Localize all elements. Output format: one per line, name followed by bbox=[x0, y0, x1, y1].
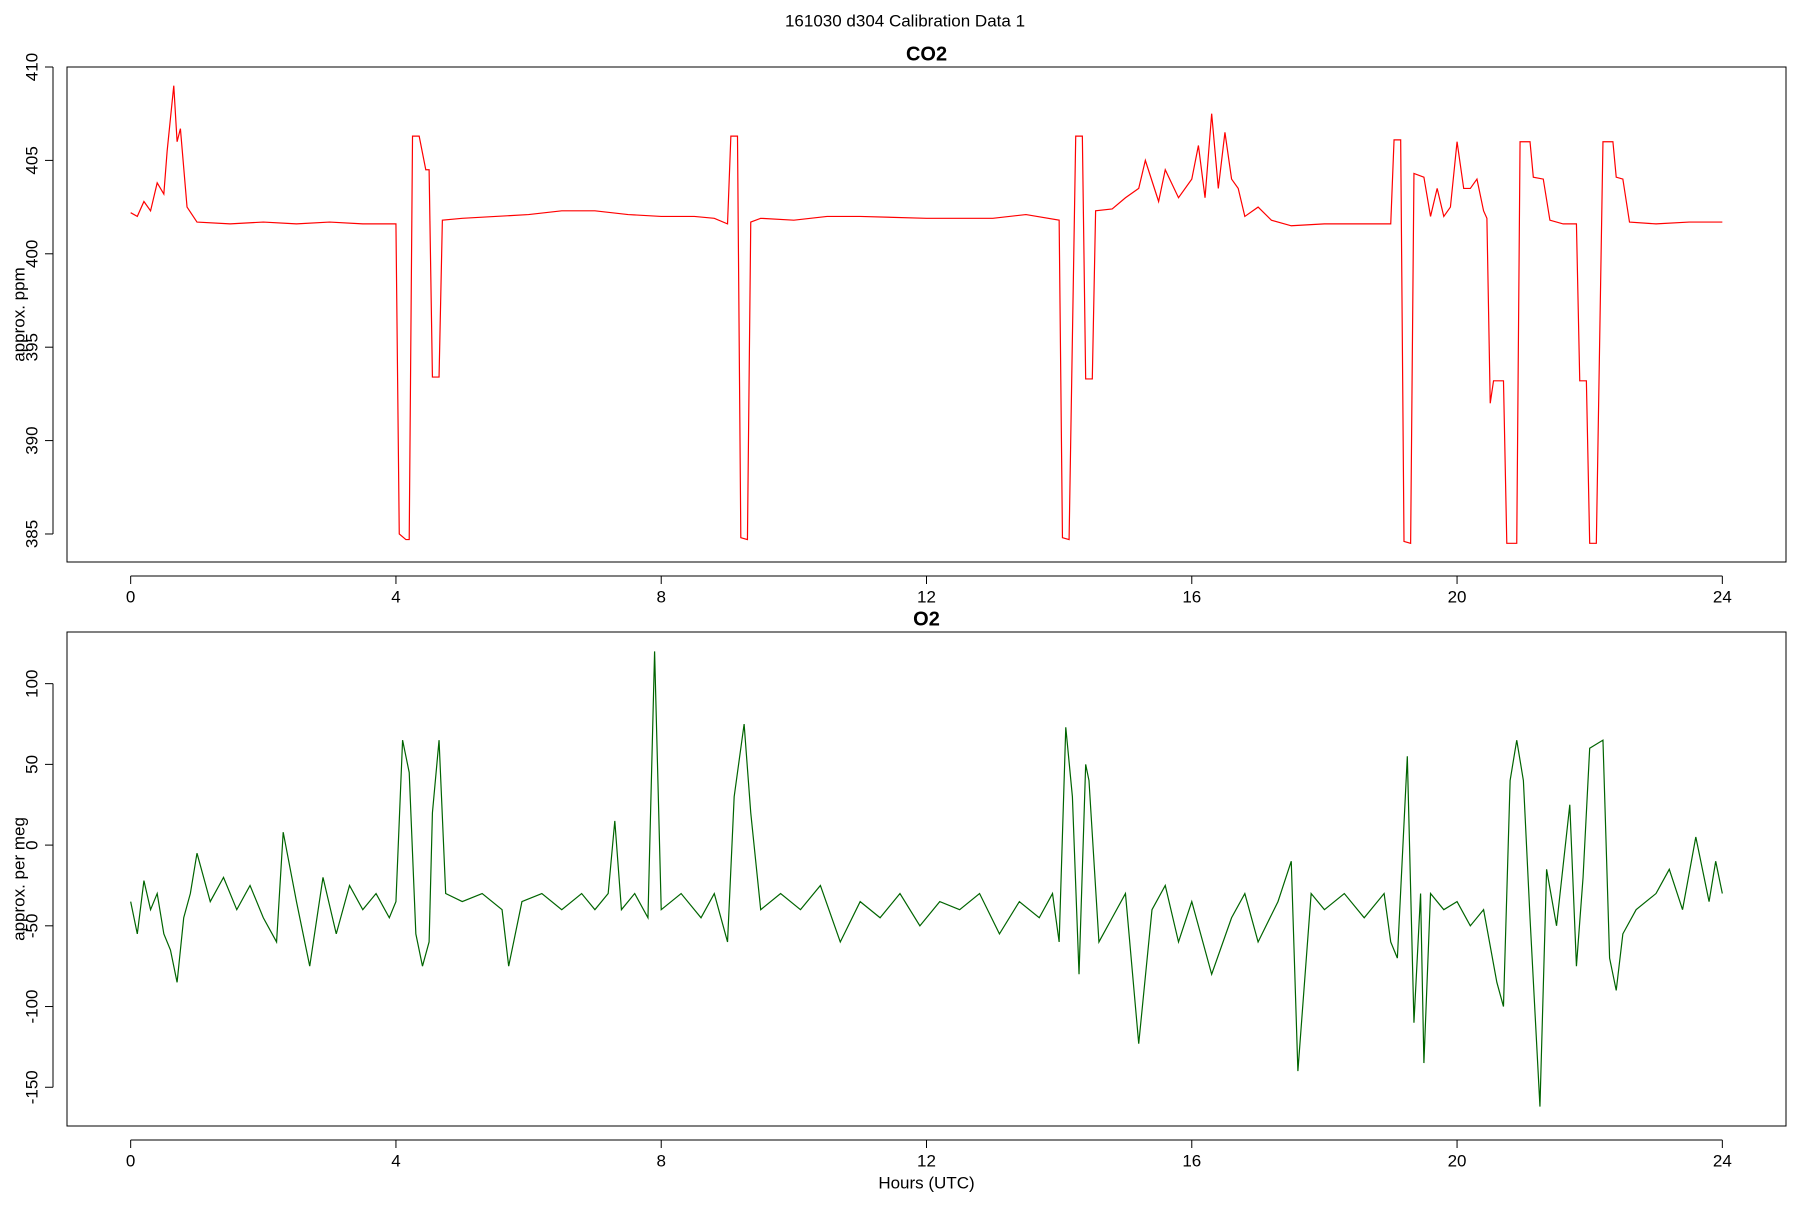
data-line bbox=[130, 85, 1723, 545]
x-tick-label: 20 bbox=[1448, 1151, 1467, 1170]
y-tick-label: -150 bbox=[22, 1070, 41, 1104]
x-tick-label: 0 bbox=[126, 587, 135, 606]
figure-title: 161030 d304 Calibration Data 1 bbox=[785, 11, 1025, 30]
y-tick-label: 405 bbox=[22, 146, 41, 174]
x-tick-label: 20 bbox=[1448, 587, 1467, 606]
x-tick-label: 0 bbox=[126, 1151, 135, 1170]
y-tick-label: 50 bbox=[22, 755, 41, 774]
plot-frame bbox=[66, 631, 1787, 1127]
data-line bbox=[130, 651, 1723, 1107]
x-tick-label: 12 bbox=[917, 1151, 936, 1170]
y-tick-label: 385 bbox=[22, 520, 41, 548]
x-tick-label: 4 bbox=[391, 587, 400, 606]
plot-frame bbox=[66, 66, 1787, 563]
y-tick-label: -100 bbox=[22, 990, 41, 1024]
y-tick-label: 100 bbox=[22, 669, 41, 697]
x-tick-label: 8 bbox=[656, 1151, 665, 1170]
x-tick-label: 12 bbox=[917, 587, 936, 606]
x-tick-label: 8 bbox=[656, 587, 665, 606]
x-tick-label: 24 bbox=[1713, 587, 1732, 606]
panel-title: CO2 bbox=[906, 43, 947, 65]
y-tick-label: -50 bbox=[22, 914, 41, 939]
y-tick-label: 395 bbox=[22, 333, 41, 361]
x-tick-label: 16 bbox=[1182, 1151, 1201, 1170]
x-tick-label: 24 bbox=[1713, 1151, 1732, 1170]
x-tick-label: 4 bbox=[391, 1151, 400, 1170]
y-tick-label: 400 bbox=[22, 240, 41, 268]
y-axis-label: approx. ppm bbox=[9, 267, 28, 362]
y-tick-label: 0 bbox=[22, 840, 41, 849]
x-tick-label: 16 bbox=[1182, 587, 1201, 606]
y-axis-label: approx. per meg bbox=[9, 817, 28, 941]
x-axis-label: Hours (UTC) bbox=[878, 1173, 974, 1192]
y-tick-label: 410 bbox=[22, 53, 41, 81]
panel-title: O2 bbox=[913, 608, 940, 630]
y-tick-label: 390 bbox=[22, 426, 41, 454]
